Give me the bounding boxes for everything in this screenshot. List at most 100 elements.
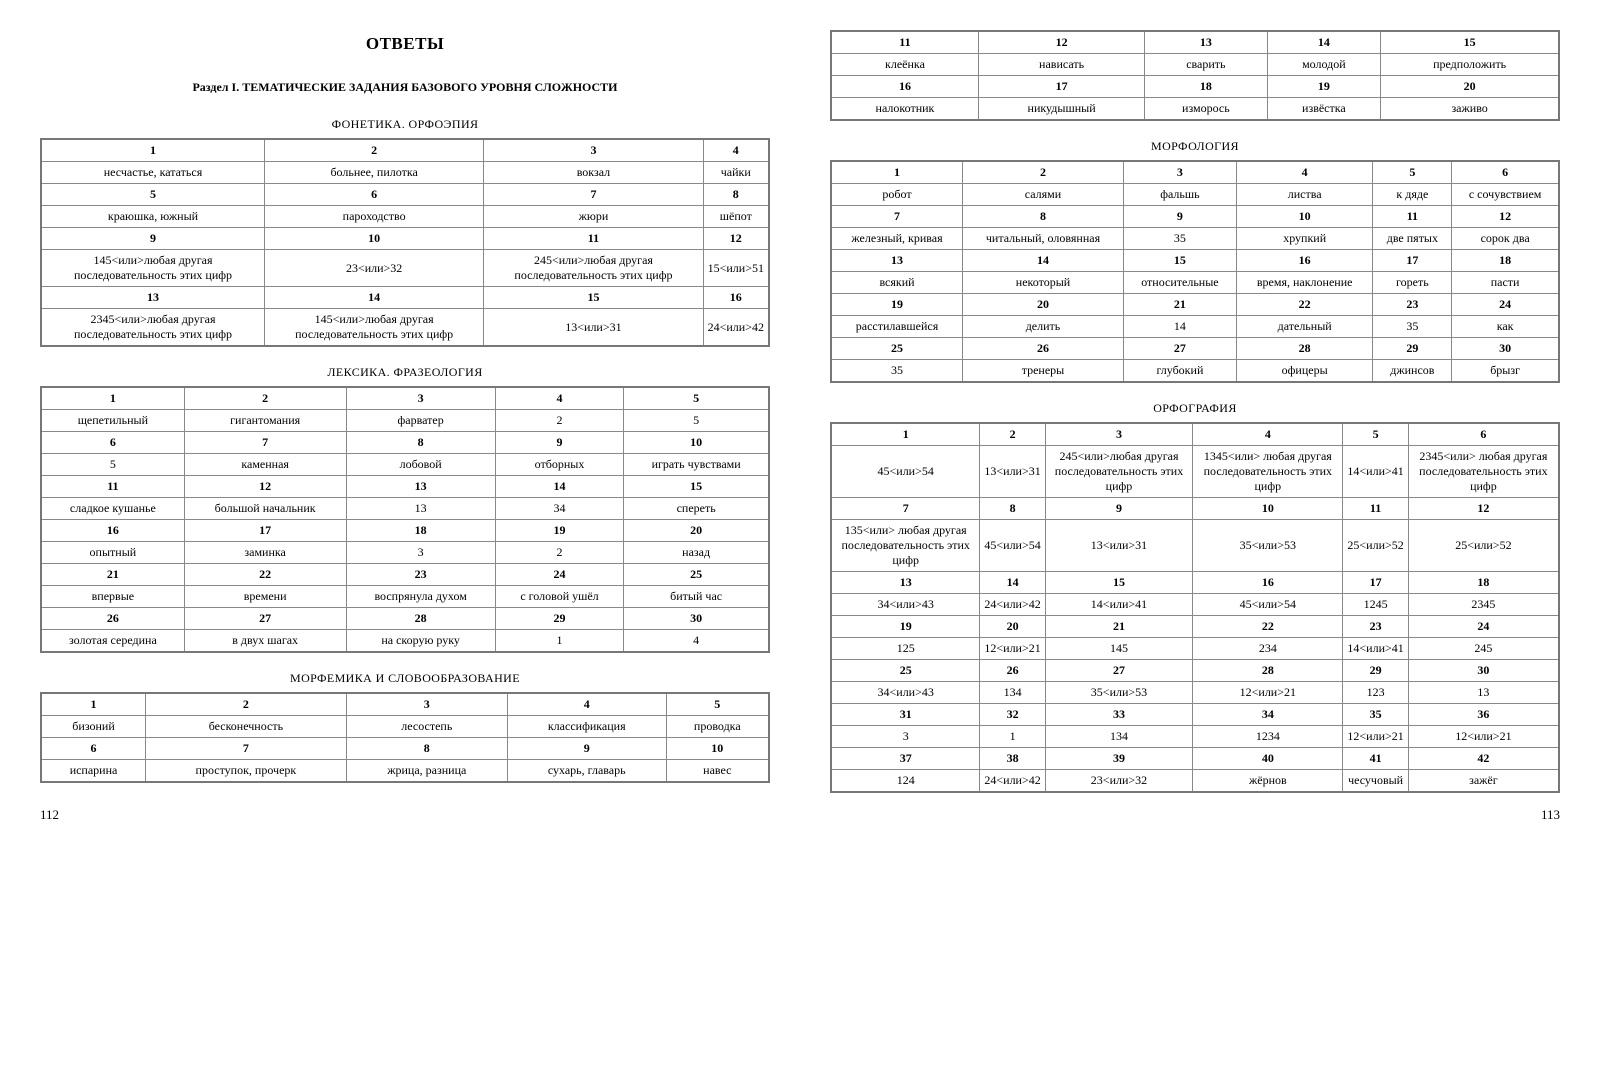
page-number-right: 113 <box>830 801 1560 823</box>
table-row: 31134123412<или>2112<или>21 <box>831 726 1559 748</box>
table-cell: 11 <box>484 228 703 250</box>
table-cell: 13 <box>831 250 963 272</box>
table-cell: 25 <box>831 660 980 682</box>
table-cell: битый час <box>624 586 769 608</box>
table-cell: 27 <box>1045 660 1192 682</box>
table-cell: классификация <box>507 716 666 738</box>
table-cell: 2 <box>963 161 1124 184</box>
table-row: 5678 <box>41 184 769 206</box>
table-cell: заживо <box>1381 98 1559 121</box>
table-cell: 3 <box>1123 161 1236 184</box>
table-cell: 7 <box>184 432 346 454</box>
table-cell: 14 <box>1123 316 1236 338</box>
table-cell: 10 <box>1193 498 1343 520</box>
table-cell: 19 <box>495 520 624 542</box>
table-cell: клеёнка <box>831 54 978 76</box>
table-cell: назад <box>624 542 769 564</box>
table-cell: 24 <box>495 564 624 586</box>
table-cell: 10 <box>666 738 769 760</box>
table-row: всякийнекоторыйотносительныевремя, накло… <box>831 272 1559 294</box>
table-cell: краюшка, южный <box>41 206 264 228</box>
table-cell: 8 <box>703 184 769 206</box>
table-cell: 11 <box>1373 206 1452 228</box>
table-cell: 38 <box>980 748 1045 770</box>
morphem2-table: 1112131415клеёнканависатьсваритьмолодойп… <box>830 30 1560 121</box>
table-cell: 15 <box>484 287 703 309</box>
table-cell: гигантомания <box>184 410 346 432</box>
table-cell: 22 <box>1236 294 1373 316</box>
table-cell: 245<или>любая другая последовательность … <box>484 250 703 287</box>
table-row: 45<или>5413<или>31245<или>лю­бая другая … <box>831 446 1559 498</box>
table-row: 192021222324 <box>831 616 1559 638</box>
table-cell: 2345<или> любая другая последователь­нос… <box>1408 446 1559 498</box>
table-cell: 19 <box>831 616 980 638</box>
table-cell: джинсов <box>1373 360 1452 383</box>
table-cell: 6 <box>41 738 146 760</box>
table-cell: читальный, оловянная <box>963 228 1124 250</box>
table-cell: 17 <box>978 76 1144 98</box>
table-cell: 13 <box>831 572 980 594</box>
table-cell: 2 <box>264 139 483 162</box>
table-cell: 6 <box>1408 423 1559 446</box>
table-cell: налокотник <box>831 98 978 121</box>
table-cell: 15 <box>624 476 769 498</box>
table-cell: 18 <box>1452 250 1559 272</box>
table-cell: две пятых <box>1373 228 1452 250</box>
table-cell: 35<или>53 <box>1045 682 1192 704</box>
table-cell: 26 <box>980 660 1045 682</box>
table-cell: 12<или>21 <box>1408 726 1559 748</box>
table-row: 145<или>любая другая последовательность … <box>41 250 769 287</box>
table-cell: офицеры <box>1236 360 1373 383</box>
table-row: впервыевременивоспрянула духомс головой … <box>41 586 769 608</box>
table-cell: большой начальник <box>184 498 346 520</box>
table-cell: проступок, прочерк <box>146 760 347 783</box>
table-row: 12512<или>2114523414<или>41245 <box>831 638 1559 660</box>
table-cell: сухарь, главарь <box>507 760 666 783</box>
table-cell: 124 <box>831 770 980 793</box>
table-cell: 1234 <box>1193 726 1343 748</box>
table-cell: 7 <box>831 498 980 520</box>
table-cell: пасти <box>1452 272 1559 294</box>
table-cell: никудышный <box>978 98 1144 121</box>
table-cell: 9 <box>1123 206 1236 228</box>
table-cell: 1345<или> любая другая последователь­нос… <box>1193 446 1343 498</box>
table-cell: 45<или>54 <box>831 446 980 498</box>
table-cell: золотая середина <box>41 630 184 653</box>
table-cell: как <box>1452 316 1559 338</box>
table-cell: зажёг <box>1408 770 1559 793</box>
table-row: щепетильныйгигантоманияфарватер25 <box>41 410 769 432</box>
table-cell: 24 <box>1408 616 1559 638</box>
table-cell: тренеры <box>963 360 1124 383</box>
table-cell: 32 <box>980 704 1045 726</box>
table-cell: 5 <box>624 387 769 410</box>
table-row: 1617181920 <box>831 76 1559 98</box>
table-cell: 15<или>51 <box>703 250 769 287</box>
table-row: опытныйзаминка32назад <box>41 542 769 564</box>
table-cell: 20 <box>980 616 1045 638</box>
table-cell: 4 <box>1236 161 1373 184</box>
title: ОТВЕТЫ <box>40 34 770 54</box>
table-cell: отборных <box>495 454 624 476</box>
table-cell: 15 <box>1381 31 1559 54</box>
table-cell: 145<или>любая другая последовательность … <box>264 309 483 347</box>
table-row: сладкое кушаньебольшой начальник1334спер… <box>41 498 769 520</box>
table-cell: 9 <box>1045 498 1192 520</box>
lex-title: ЛЕКСИКА. ФРАЗЕОЛОГИЯ <box>40 365 770 380</box>
table-cell: всякий <box>831 272 963 294</box>
table-cell: 8 <box>346 738 507 760</box>
table-cell: жюри <box>484 206 703 228</box>
table-cell: 34<или>43 <box>831 682 980 704</box>
table-cell: 7 <box>146 738 347 760</box>
table-cell: 16 <box>831 76 978 98</box>
table-cell: чайки <box>703 162 769 184</box>
table-row: роботсалямифальшьлиствак дядес сочувстви… <box>831 184 1559 206</box>
table-cell: 26 <box>963 338 1124 360</box>
table-cell: 8 <box>980 498 1045 520</box>
table-cell: 41 <box>1343 748 1408 770</box>
table-cell: 1 <box>980 726 1045 748</box>
table-cell: 17 <box>184 520 346 542</box>
table-cell: каменная <box>184 454 346 476</box>
table-cell: 37 <box>831 748 980 770</box>
table-cell: 245 <box>1408 638 1559 660</box>
page-left: ОТВЕТЫ Раздел I. ТЕМАТИЧЕСКИЕ ЗАДАНИЯ БА… <box>40 30 770 823</box>
